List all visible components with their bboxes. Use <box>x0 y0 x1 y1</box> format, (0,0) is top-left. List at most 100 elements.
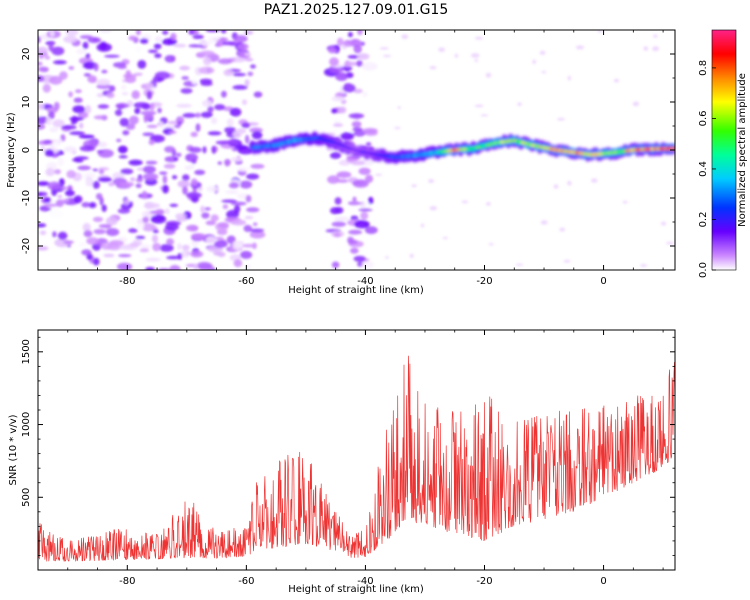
noise-blob <box>474 36 484 40</box>
noise-blob <box>181 249 190 258</box>
noise-blob <box>329 57 339 67</box>
noise-blob <box>361 261 374 269</box>
noise-blob <box>182 186 188 195</box>
noise-blob <box>331 261 340 269</box>
noise-blob <box>333 232 341 238</box>
noise-blob <box>48 111 55 120</box>
noise-blob <box>200 82 213 86</box>
noise-blob <box>229 107 242 117</box>
noise-blob <box>122 130 130 136</box>
noise-blob <box>242 99 247 105</box>
noise-blob <box>76 48 87 55</box>
noise-blob <box>253 91 263 98</box>
noise-blob <box>186 251 191 255</box>
noise-blob <box>181 76 189 80</box>
noise-blob <box>96 78 111 86</box>
noise-blob <box>53 101 60 111</box>
noise-blob <box>44 55 51 60</box>
noise-blob <box>73 97 83 103</box>
noise-blob <box>185 153 198 162</box>
noise-blob <box>244 265 251 268</box>
noise-blob <box>150 214 167 224</box>
noise-blob <box>197 40 212 46</box>
noise-blob <box>382 54 392 58</box>
noise-blob <box>57 231 68 240</box>
noise-blob <box>223 69 234 77</box>
noise-blob <box>515 263 524 266</box>
noise-blob <box>39 230 47 236</box>
noise-blob <box>166 238 175 246</box>
noise-blob <box>81 249 92 256</box>
noise-blob <box>45 168 55 177</box>
noise-blob <box>46 162 58 170</box>
noise-blob <box>539 50 546 55</box>
x-tick-label: -80 <box>119 576 135 587</box>
noise-blob <box>163 163 176 169</box>
noise-blob <box>201 212 210 219</box>
noise-blob <box>411 184 417 188</box>
noise-blob <box>120 85 127 90</box>
x-tick-label: -60 <box>238 576 254 587</box>
noise-blob <box>106 228 120 237</box>
noise-blob <box>182 113 196 118</box>
noise-blob <box>350 160 366 166</box>
x-tick-label: -20 <box>476 276 492 287</box>
noise-blob <box>38 191 43 197</box>
noise-blob <box>165 223 179 231</box>
noise-blob <box>153 43 162 50</box>
noise-blob <box>61 125 77 130</box>
noise-blob <box>352 181 366 186</box>
noise-blob <box>38 55 44 60</box>
noise-blob <box>420 223 425 228</box>
noise-blob <box>48 42 54 52</box>
noise-blob <box>244 79 250 87</box>
colorbar-ticks: 0.0 0.2 0.4 0.6 0.8 <box>698 60 716 278</box>
y-tick-label: 20 <box>21 48 32 61</box>
snr-series-line <box>38 355 675 562</box>
noise-blob <box>470 53 480 58</box>
noise-blob <box>116 138 122 143</box>
noise-blob <box>186 191 202 199</box>
noise-blob <box>145 267 155 270</box>
noise-blob <box>128 228 138 233</box>
noise-blob <box>640 264 648 267</box>
noise-blob <box>97 104 110 109</box>
noise-blob <box>225 190 239 195</box>
noise-blob <box>241 122 251 129</box>
noise-blob <box>135 183 142 188</box>
noise-blob <box>53 60 67 65</box>
noise-blob <box>559 227 565 232</box>
noise-blob <box>429 66 437 70</box>
noise-blob <box>144 202 161 209</box>
noise-blob <box>210 214 219 222</box>
noise-blob <box>201 99 213 107</box>
noise-blob <box>135 30 141 36</box>
noise-blob <box>122 109 131 116</box>
noise-blob <box>653 34 658 38</box>
noise-blob <box>353 130 366 137</box>
noise-blob <box>348 113 365 119</box>
noise-blob <box>73 195 83 204</box>
y-tick-label: 10 <box>21 96 32 109</box>
noise-blob <box>168 130 177 134</box>
noise-blob <box>83 61 97 70</box>
noise-blob <box>57 194 63 199</box>
noise-blob <box>207 131 222 136</box>
noise-blob <box>135 235 146 240</box>
noise-blob <box>38 61 43 66</box>
noise-blob <box>93 229 106 235</box>
noise-blob <box>218 58 233 65</box>
noise-blob <box>142 165 156 174</box>
noise-blob <box>409 253 414 258</box>
noise-blob <box>428 179 435 183</box>
noise-blob <box>557 117 565 121</box>
x-tick-label: 0 <box>600 576 606 587</box>
noise-blob <box>454 53 459 58</box>
noise-blob <box>177 243 182 250</box>
noise-blob <box>162 175 168 184</box>
noise-blob <box>208 36 219 43</box>
noise-blob <box>333 119 342 124</box>
noise-blob <box>157 107 162 114</box>
noise-blob <box>221 90 227 98</box>
noise-blob <box>327 47 337 54</box>
